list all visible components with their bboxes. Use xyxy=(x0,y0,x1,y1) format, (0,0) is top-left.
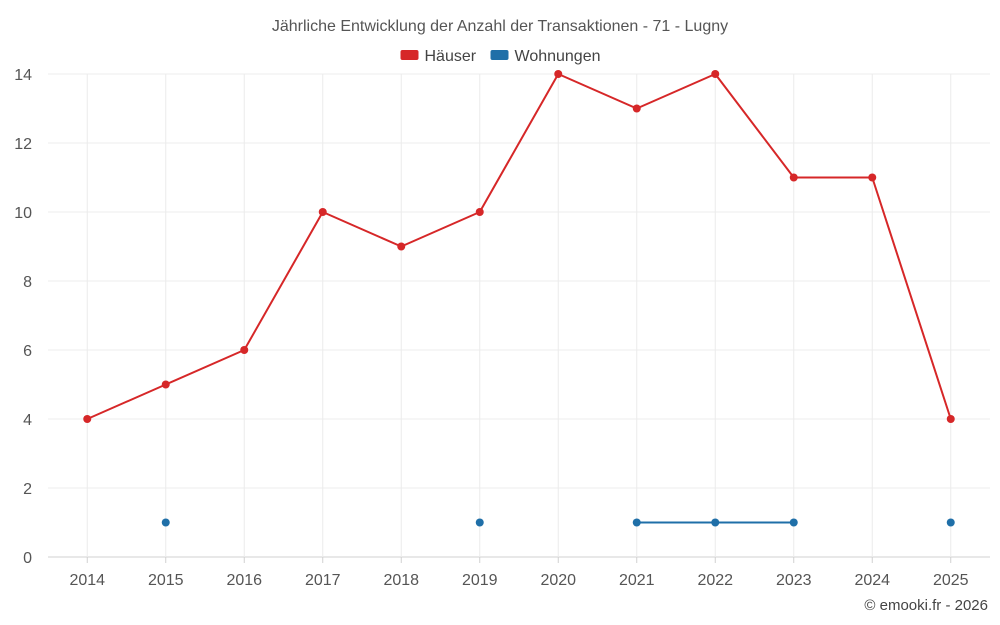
x-tick-label: 2017 xyxy=(305,572,341,589)
credit: © emooki.fr - 2026 xyxy=(864,597,988,614)
data-point[interactable] xyxy=(397,242,406,251)
data-point[interactable] xyxy=(83,415,92,423)
chart-title: Jährliche Entwicklung der Anzahl der Tra… xyxy=(272,18,728,35)
legend-swatch xyxy=(400,50,419,60)
series-layer xyxy=(83,70,955,527)
data-point[interactable] xyxy=(711,70,720,78)
x-tick-label: 2015 xyxy=(148,572,184,589)
legend-item-1[interactable]: Häuser xyxy=(400,48,477,65)
data-point[interactable] xyxy=(946,518,955,527)
x-tick-label: 2025 xyxy=(933,572,969,589)
data-point[interactable] xyxy=(868,173,877,182)
y-tick-label: 0 xyxy=(23,550,32,567)
legend-swatch xyxy=(490,50,509,60)
legend-label: Häuser xyxy=(425,48,477,65)
data-point[interactable] xyxy=(946,415,955,423)
data-point[interactable] xyxy=(240,346,249,354)
data-point[interactable] xyxy=(632,518,641,527)
y-tick-label: 10 xyxy=(14,205,32,222)
y-tick-label: 12 xyxy=(14,136,32,153)
x-tick-label: 2016 xyxy=(226,572,262,589)
legend: Häuser Wohnungen xyxy=(400,48,601,65)
data-point[interactable] xyxy=(789,518,798,527)
y-axis: 0 2 4 6 8 10 12 14 xyxy=(14,67,32,567)
legend-item-2[interactable]: Wohnungen xyxy=(490,48,601,65)
series-1 xyxy=(83,70,955,423)
y-tick-label: 4 xyxy=(23,412,32,429)
series-2 xyxy=(161,518,955,527)
data-point[interactable] xyxy=(161,380,170,389)
x-tick-label: 2024 xyxy=(854,572,890,589)
legend-label: Wohnungen xyxy=(515,48,601,65)
y-tick-label: 8 xyxy=(23,274,32,291)
x-tick-label: 2014 xyxy=(69,572,105,589)
y-tick-label: 6 xyxy=(23,343,32,360)
data-point[interactable] xyxy=(632,104,641,113)
data-point[interactable] xyxy=(475,208,484,216)
x-tick-label: 2023 xyxy=(776,572,812,589)
data-point[interactable] xyxy=(711,518,720,527)
data-point[interactable] xyxy=(554,70,563,78)
data-point[interactable] xyxy=(789,173,798,182)
y-tick-label: 2 xyxy=(23,481,32,498)
y-tick-label: 14 xyxy=(14,67,32,84)
x-tick-label: 2021 xyxy=(619,572,655,589)
series-line xyxy=(86,73,952,420)
x-tick-label: 2022 xyxy=(697,572,733,589)
data-point[interactable] xyxy=(161,518,170,527)
data-point[interactable] xyxy=(318,208,327,216)
x-axis: 2014 2015 2016 2017 2018 2019 2020 2021 2022 2023… xyxy=(69,557,969,589)
x-tick-label: 2019 xyxy=(462,572,498,589)
x-tick-label: 2018 xyxy=(383,572,419,589)
x-tick-label: 2020 xyxy=(540,572,576,589)
data-point[interactable] xyxy=(475,518,484,527)
grid xyxy=(48,73,990,558)
